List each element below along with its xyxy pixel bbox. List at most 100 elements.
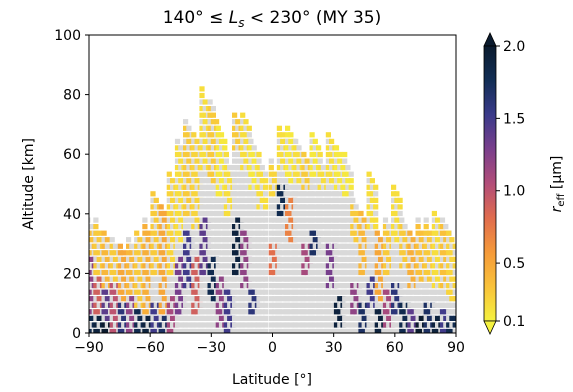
data-point <box>435 315 441 321</box>
data-point <box>194 243 200 249</box>
data-point <box>218 283 225 289</box>
data-point <box>280 230 286 236</box>
data-point <box>391 217 397 223</box>
data-point <box>166 224 172 230</box>
data-point <box>358 296 364 302</box>
data-point <box>191 178 197 184</box>
data-point <box>301 178 307 184</box>
data-point <box>183 191 189 197</box>
data-point <box>276 204 282 210</box>
data-point <box>174 224 181 230</box>
data-point <box>191 165 197 171</box>
data-point <box>256 302 262 308</box>
data-point <box>312 191 318 197</box>
data-point <box>174 178 181 184</box>
data-point <box>96 256 102 262</box>
data-point <box>183 289 189 295</box>
data-point <box>271 276 278 282</box>
data-point <box>166 315 172 321</box>
data-point <box>243 296 249 302</box>
data-point <box>361 263 367 269</box>
data-point <box>329 165 335 171</box>
data-point <box>218 309 225 315</box>
data-point <box>394 230 400 236</box>
data-point <box>235 289 241 295</box>
data-point <box>435 296 441 302</box>
data-point <box>235 165 241 171</box>
data-point <box>348 171 354 177</box>
data-point <box>183 210 189 217</box>
data-point <box>386 250 392 256</box>
data-point <box>348 184 354 190</box>
data-point <box>301 224 307 230</box>
data-point <box>399 289 405 295</box>
data-point <box>435 322 441 328</box>
data-point <box>137 309 143 315</box>
data-point <box>280 256 286 262</box>
data-point <box>312 184 318 190</box>
data-point <box>96 322 102 328</box>
data-point <box>329 269 335 276</box>
data-point <box>402 315 408 321</box>
data-point <box>435 250 441 256</box>
data-point <box>288 145 294 151</box>
data-point <box>280 322 286 328</box>
data-point <box>329 315 335 321</box>
data-point <box>320 204 327 210</box>
data-point <box>426 256 433 262</box>
data-point <box>374 256 380 262</box>
data-point <box>215 302 221 308</box>
data-point <box>227 217 233 223</box>
data-point <box>276 224 282 230</box>
data-point <box>374 269 380 276</box>
data-point <box>394 224 400 230</box>
data-point <box>194 230 200 236</box>
data-point <box>452 250 456 256</box>
data-point <box>342 197 348 203</box>
data-point <box>153 276 159 282</box>
data-point <box>276 184 282 190</box>
data-point <box>235 256 241 262</box>
data-point <box>374 237 380 243</box>
data-point <box>285 322 291 328</box>
data-point <box>394 289 400 295</box>
data-point <box>446 309 452 315</box>
data-point <box>369 269 375 276</box>
data-point <box>397 210 403 217</box>
data-point <box>304 178 310 184</box>
data-point <box>202 243 208 249</box>
data-point <box>194 210 200 217</box>
data-point <box>337 165 343 171</box>
data-point <box>333 283 340 289</box>
data-point <box>369 276 375 282</box>
data-point <box>174 138 181 144</box>
data-point <box>407 283 413 289</box>
data-point <box>210 191 216 197</box>
data-point <box>418 289 424 295</box>
data-point <box>218 322 225 328</box>
data-point <box>232 263 238 269</box>
data-point <box>227 197 233 203</box>
data-point <box>382 302 389 308</box>
data-point <box>186 315 192 321</box>
data-point <box>150 289 156 295</box>
data-point <box>191 158 197 164</box>
data-point <box>215 269 221 276</box>
data-point <box>446 322 452 328</box>
data-point <box>232 328 238 333</box>
data-point <box>134 230 140 236</box>
data-point <box>431 296 437 302</box>
data-point <box>394 197 400 203</box>
data-point <box>93 283 99 289</box>
data-point <box>207 204 213 210</box>
data-point <box>223 151 229 158</box>
data-point <box>259 243 265 249</box>
data-point <box>215 210 221 217</box>
data-point <box>199 86 205 92</box>
data-point <box>89 302 94 308</box>
data-point <box>333 197 340 203</box>
data-point <box>256 165 262 171</box>
data-point <box>202 237 208 243</box>
data-point <box>215 178 221 184</box>
data-point <box>232 132 238 138</box>
